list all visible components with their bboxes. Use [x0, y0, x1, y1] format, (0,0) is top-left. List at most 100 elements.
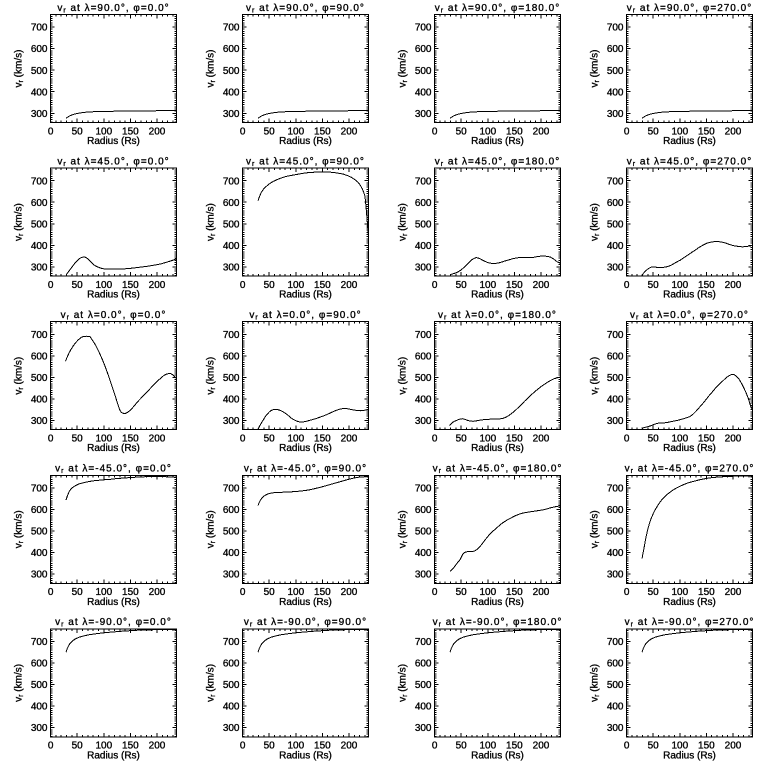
svg-text:0: 0: [48, 280, 54, 291]
svg-text:400: 400: [607, 548, 624, 559]
svg-text:500: 500: [415, 680, 432, 691]
svg-text:200: 200: [725, 741, 742, 752]
svg-text:100: 100: [479, 741, 496, 752]
svg-text:100: 100: [287, 741, 304, 752]
svg-text:700: 700: [31, 330, 48, 341]
svg-text:Radius (Rs): Radius (Rs): [663, 136, 716, 147]
svg-text:50: 50: [72, 280, 84, 291]
svg-text:300: 300: [31, 570, 48, 581]
svg-text:vr at λ=90.0°, φ=90.0°: vr at λ=90.0°, φ=90.0°: [246, 3, 365, 15]
svg-text:0: 0: [432, 434, 438, 445]
svg-text:Radius (Rs): Radius (Rs): [279, 750, 332, 761]
svg-text:100: 100: [95, 434, 112, 445]
svg-text:400: 400: [607, 87, 624, 98]
svg-text:Radius (Rs): Radius (Rs): [471, 443, 524, 454]
svg-text:700: 700: [223, 176, 240, 187]
svg-text:0: 0: [624, 126, 630, 137]
svg-text:600: 600: [223, 505, 240, 516]
svg-text:600: 600: [415, 505, 432, 516]
svg-text:vr (km/s): vr (km/s): [206, 664, 218, 702]
svg-text:500: 500: [223, 373, 240, 384]
svg-text:vr (km/s): vr (km/s): [14, 203, 26, 241]
svg-text:500: 500: [223, 527, 240, 538]
svg-text:500: 500: [223, 680, 240, 691]
svg-text:vr at λ=45.0°, φ=270.0°: vr at λ=45.0°, φ=270.0°: [627, 156, 752, 168]
svg-text:50: 50: [648, 280, 660, 291]
svg-text:400: 400: [223, 395, 240, 406]
svg-text:600: 600: [415, 44, 432, 55]
svg-text:200: 200: [725, 434, 742, 445]
svg-text:600: 600: [223, 44, 240, 55]
svg-text:vr (km/s): vr (km/s): [398, 50, 410, 88]
svg-text:150: 150: [698, 280, 715, 291]
svg-text:150: 150: [122, 434, 139, 445]
svg-text:400: 400: [31, 87, 48, 98]
svg-text:500: 500: [415, 527, 432, 538]
svg-text:300: 300: [31, 109, 48, 120]
svg-text:500: 500: [607, 66, 624, 77]
svg-text:100: 100: [671, 587, 688, 598]
svg-text:200: 200: [341, 741, 358, 752]
svg-text:150: 150: [314, 434, 331, 445]
svg-text:50: 50: [72, 741, 84, 752]
svg-text:700: 700: [607, 484, 624, 495]
svg-text:100: 100: [287, 280, 304, 291]
svg-text:0: 0: [48, 126, 54, 137]
svg-text:500: 500: [31, 527, 48, 538]
svg-text:300: 300: [607, 262, 624, 273]
svg-text:150: 150: [122, 280, 139, 291]
svg-text:vr (km/s): vr (km/s): [590, 203, 602, 241]
svg-text:150: 150: [314, 741, 331, 752]
svg-text:300: 300: [31, 416, 48, 427]
svg-text:400: 400: [415, 702, 432, 713]
svg-text:vr at λ=-90.0°, φ=270.0°: vr at λ=-90.0°, φ=270.0°: [625, 617, 755, 629]
svg-text:200: 200: [341, 280, 358, 291]
svg-text:100: 100: [479, 280, 496, 291]
svg-text:50: 50: [456, 126, 468, 137]
svg-text:Radius (Rs): Radius (Rs): [87, 290, 140, 301]
svg-text:vr at λ=-45.0°, φ=0.0°: vr at λ=-45.0°, φ=0.0°: [55, 464, 172, 476]
svg-text:0: 0: [432, 126, 438, 137]
svg-text:700: 700: [223, 23, 240, 34]
svg-text:100: 100: [671, 741, 688, 752]
svg-text:300: 300: [415, 570, 432, 581]
svg-text:Radius (Rs): Radius (Rs): [279, 443, 332, 454]
svg-text:500: 500: [607, 527, 624, 538]
svg-text:0: 0: [240, 126, 246, 137]
svg-text:50: 50: [264, 280, 276, 291]
svg-text:300: 300: [607, 570, 624, 581]
svg-text:100: 100: [671, 434, 688, 445]
svg-text:200: 200: [149, 280, 166, 291]
svg-text:vr (km/s): vr (km/s): [590, 510, 602, 548]
svg-text:50: 50: [72, 126, 84, 137]
svg-text:vr (km/s): vr (km/s): [590, 664, 602, 702]
svg-text:vr (km/s): vr (km/s): [206, 357, 218, 395]
svg-text:Radius (Rs): Radius (Rs): [663, 290, 716, 301]
svg-text:100: 100: [287, 126, 304, 137]
svg-text:vr (km/s): vr (km/s): [14, 50, 26, 88]
svg-text:0: 0: [624, 587, 630, 598]
svg-text:700: 700: [223, 484, 240, 495]
svg-text:50: 50: [648, 587, 660, 598]
svg-text:vr (km/s): vr (km/s): [206, 510, 218, 548]
svg-text:0: 0: [240, 741, 246, 752]
svg-text:500: 500: [31, 680, 48, 691]
svg-text:600: 600: [31, 659, 48, 670]
svg-text:500: 500: [31, 66, 48, 77]
svg-text:400: 400: [415, 548, 432, 559]
svg-text:150: 150: [506, 126, 523, 137]
svg-text:vr (km/s): vr (km/s): [14, 357, 26, 395]
svg-text:vr (km/s): vr (km/s): [590, 50, 602, 88]
svg-text:0: 0: [432, 587, 438, 598]
svg-text:0: 0: [48, 741, 54, 752]
svg-text:Radius (Rs): Radius (Rs): [663, 750, 716, 761]
svg-text:400: 400: [607, 395, 624, 406]
svg-text:Radius (Rs): Radius (Rs): [87, 443, 140, 454]
svg-text:600: 600: [415, 659, 432, 670]
svg-text:100: 100: [287, 587, 304, 598]
svg-text:vr (km/s): vr (km/s): [590, 357, 602, 395]
svg-text:200: 200: [533, 126, 550, 137]
svg-text:150: 150: [122, 587, 139, 598]
svg-text:Radius (Rs): Radius (Rs): [87, 750, 140, 761]
svg-text:200: 200: [149, 587, 166, 598]
